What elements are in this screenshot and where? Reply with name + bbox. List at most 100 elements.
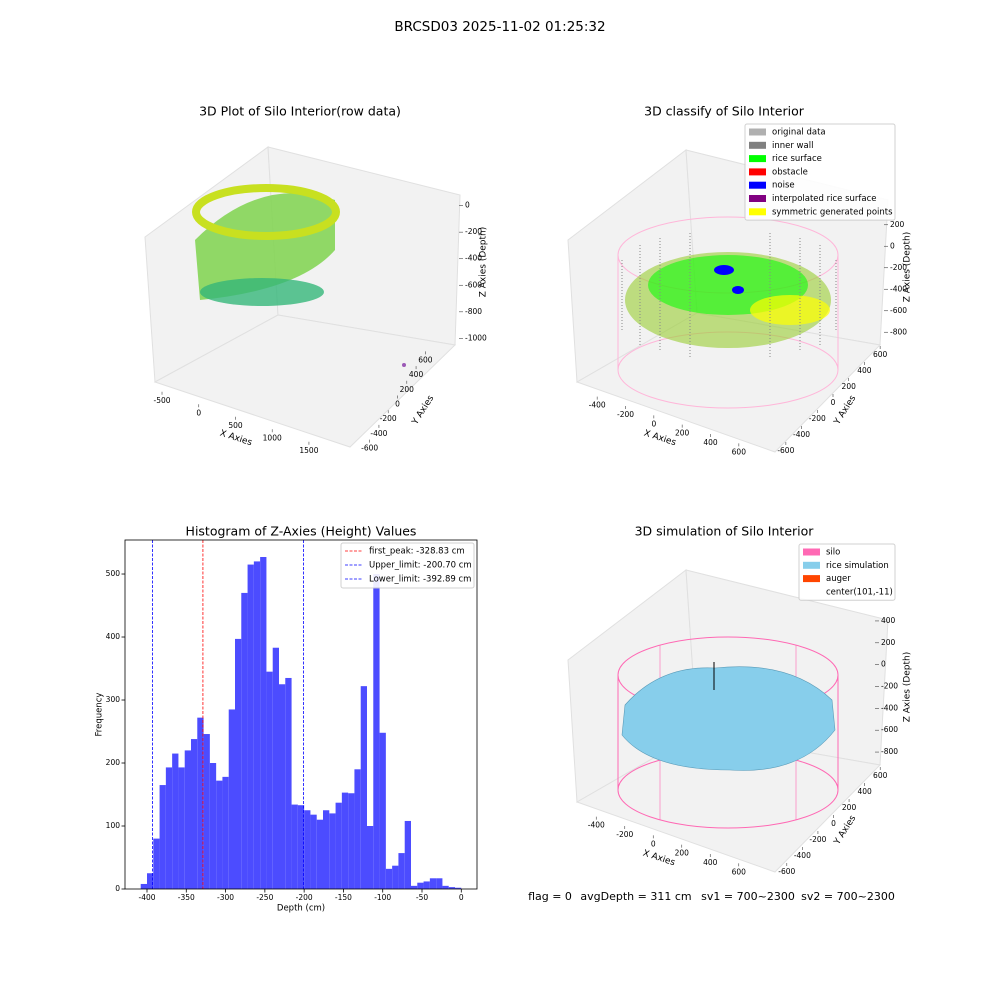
x-tick-label: 500 xyxy=(228,421,243,430)
y-tick-label: 600 xyxy=(418,355,433,364)
y-tick-label: 200 xyxy=(400,385,415,394)
x-tick-label: 200 xyxy=(675,429,690,438)
y-tick-label: -200 xyxy=(380,414,397,423)
legend-label: noise xyxy=(772,181,795,191)
legend-label: obstacle xyxy=(772,167,808,177)
z-tick-label: 0 xyxy=(890,241,895,250)
bar xyxy=(392,865,399,889)
z-tick-label: 400 xyxy=(881,616,896,625)
bar xyxy=(153,838,160,889)
y-tick-label: 200 xyxy=(106,758,121,767)
chart-title: 3D simulation of Silo Interior xyxy=(635,524,815,539)
legend-label: first_peak: -328.83 cm xyxy=(369,547,465,557)
panes-4 xyxy=(567,569,889,873)
bar xyxy=(272,647,279,889)
bar xyxy=(398,853,405,889)
legend-label: center(101,-11) xyxy=(826,587,893,597)
legend-label: Upper_limit: -200.70 cm xyxy=(369,561,472,571)
y-tick-label: 400 xyxy=(106,632,121,641)
z-tick-label: -600 xyxy=(881,725,898,734)
footer-text: avgDepth = 311 cm xyxy=(580,890,691,903)
legend-swatch xyxy=(749,141,766,149)
bar xyxy=(260,557,267,889)
legend-box xyxy=(798,543,896,601)
y-tick-label: -600 xyxy=(777,446,794,455)
x-tick-label: -200 xyxy=(617,410,634,419)
x-tick-label: 0 xyxy=(459,893,464,902)
bar xyxy=(442,885,449,889)
legend-swatch xyxy=(803,548,820,556)
x-tick-label: -250 xyxy=(256,893,273,902)
bar xyxy=(209,763,217,889)
y-tick-label: 400 xyxy=(857,366,872,375)
bar xyxy=(436,878,443,889)
x-tick-label: 400 xyxy=(703,858,718,867)
x-tick-label: -400 xyxy=(589,401,606,410)
bar xyxy=(297,805,305,889)
figure-title: BRCSD03 2025-11-02 01:25:32 xyxy=(394,19,605,35)
bar xyxy=(323,810,330,889)
y-tick-label: -400 xyxy=(793,430,810,439)
legend-swatch xyxy=(803,588,820,596)
x-tick-label: 1000 xyxy=(263,433,282,442)
z-tick-label: -200 xyxy=(465,227,482,236)
bar xyxy=(417,882,424,889)
x-tick-label: 600 xyxy=(732,867,747,876)
y-tick-label: 0 xyxy=(831,819,836,828)
legend-label: original data xyxy=(772,128,826,138)
legend-swatch xyxy=(749,208,766,216)
legend-label: rice surface xyxy=(772,154,822,164)
x-tick-label: -300 xyxy=(217,893,234,902)
y-tick-label: 0 xyxy=(115,884,120,893)
bar xyxy=(455,887,462,889)
y-tick-label: 400 xyxy=(409,370,424,379)
z-tick-label: -400 xyxy=(890,284,907,293)
legend-box xyxy=(744,123,896,221)
z-tick-label: -600 xyxy=(465,280,482,289)
z-tick-label: -800 xyxy=(465,307,482,316)
y-tick-label: 100 xyxy=(106,821,121,830)
z-axis-label: Z Axies (Depth) xyxy=(903,232,913,303)
bar xyxy=(304,810,311,889)
bar xyxy=(247,564,254,889)
y-tick-label: -600 xyxy=(361,444,378,453)
bar xyxy=(354,769,361,889)
legend-swatch xyxy=(803,575,820,583)
bar xyxy=(235,638,242,889)
panes-2 xyxy=(567,149,889,453)
x-tick-label: -400 xyxy=(138,893,155,902)
x-tick-label: -500 xyxy=(154,396,171,405)
z-tick-label: -200 xyxy=(881,682,898,691)
z-tick-label: -600 xyxy=(890,306,907,315)
x-tick-label: -200 xyxy=(616,830,633,839)
y-tick-label: -400 xyxy=(794,851,811,860)
bar xyxy=(316,819,323,889)
x-tick-label: 1500 xyxy=(299,446,318,455)
x-tick-label: 600 xyxy=(732,447,747,456)
y-tick-label: -200 xyxy=(809,414,826,423)
chart-title: 3D Plot of Silo Interior(row data) xyxy=(199,104,401,119)
bar xyxy=(429,878,437,889)
legend-label: symmetric generated points xyxy=(772,207,893,217)
x-tick-label: -150 xyxy=(335,893,352,902)
x-axis-label: Depth (cm) xyxy=(277,904,325,914)
bar xyxy=(279,684,286,889)
chart-title: 3D classify of Silo Interior xyxy=(644,104,805,119)
x-tick-label: 0 xyxy=(651,419,656,428)
bar xyxy=(241,592,248,889)
z-tick-label: -800 xyxy=(890,327,907,336)
panes-1 xyxy=(144,146,461,448)
legend-swatch xyxy=(749,128,766,136)
bar xyxy=(379,732,386,889)
y-tick-label: 200 xyxy=(842,803,857,812)
bar xyxy=(423,881,430,889)
z-tick-label: 200 xyxy=(890,220,905,229)
bar xyxy=(216,780,223,889)
bar xyxy=(341,792,349,889)
plot-frame xyxy=(124,539,478,890)
bar xyxy=(159,785,166,889)
footer-text: sv2 = 700~2300 xyxy=(801,890,895,903)
bar xyxy=(373,574,380,889)
legend-box xyxy=(340,542,475,589)
bar xyxy=(310,814,317,889)
